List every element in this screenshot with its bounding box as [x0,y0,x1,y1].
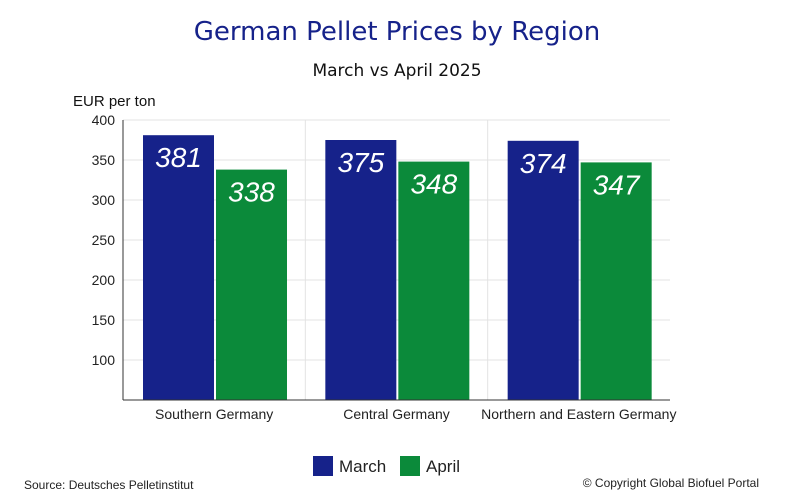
bar-march-2 [507,140,579,401]
legend-label-march[interactable]: March [339,457,386,476]
x-tick-label: Central Germany [343,406,450,422]
y-axis-label: EUR per ton [73,93,156,110]
bar-april-1 [398,161,470,400]
bar-march-0 [143,135,214,400]
legend[interactable]: March April [313,456,460,476]
grid [123,119,670,400]
bar-march-1 [325,140,397,400]
legend-swatch-march[interactable] [313,456,333,476]
chart-title: German Pellet Prices by Region [194,17,600,47]
y-tick-label: 100 [92,352,116,368]
y-tick-label: 200 [92,272,116,288]
data-label: 348 [410,169,457,200]
legend-label-april[interactable]: April [426,457,460,476]
bar-april-2 [580,162,652,400]
data-label: 374 [520,148,567,179]
copyright-note: © Copyright Global Biofuel Portal [583,476,759,490]
axes: 100 150 200 250 300 350 400 Southern Germany Cen… [92,112,677,422]
data-label: 347 [593,169,641,200]
data-label: 338 [228,177,275,208]
y-tick-label: 300 [92,192,116,208]
data-label: 375 [337,147,384,178]
bars: 381 338 375 348 374 347 [143,135,652,401]
bar-april-0 [216,169,287,400]
legend-swatch-april[interactable] [400,456,420,476]
chart-subtitle: March vs April 2025 [312,61,481,81]
x-tick-label: Southern Germany [155,406,273,422]
x-tick-label: Northern and Eastern Germany [481,406,676,422]
y-tick-label: 400 [92,112,116,128]
data-label: 381 [155,142,202,173]
y-tick-label: 350 [92,152,116,168]
y-tick-label: 150 [92,312,116,328]
y-tick-label: 250 [92,232,116,248]
source-note: Source: Deutsches Pelletinstitut [24,478,194,492]
